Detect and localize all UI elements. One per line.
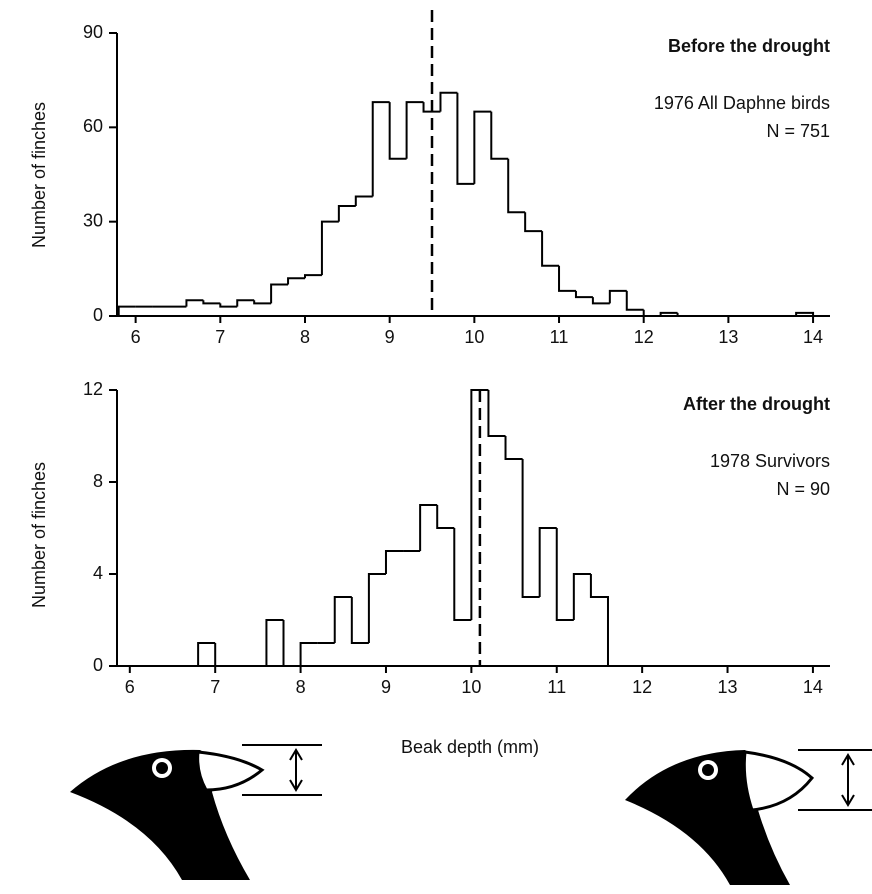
histogram-bin [303, 274, 322, 279]
histogram-bin [659, 311, 678, 316]
histogram-bin [337, 204, 356, 222]
histogram-bin [524, 212, 543, 233]
y-axis-label: Number of finches [29, 462, 49, 608]
panel-title: After the drought [683, 394, 830, 414]
arrow-heads [289, 748, 303, 792]
histogram-bin [558, 265, 576, 292]
histogram-bin [405, 101, 424, 159]
arrow-heads [841, 753, 855, 807]
panel-title: Before the drought [668, 36, 830, 56]
histogram-bin [574, 290, 593, 299]
histogram-bin [453, 528, 472, 621]
panel-subtitle: 1978 Survivors [710, 451, 830, 471]
sample-size: N = 751 [766, 121, 830, 141]
histogram-bin [354, 195, 373, 206]
histogram-panel: After the drought 1978 Survivors N = 90 Num… [29, 379, 830, 757]
histogram-bin [591, 297, 610, 305]
histogram-bin [538, 527, 557, 597]
x-tick-label: 7 [215, 327, 225, 347]
histogram-bin [350, 597, 369, 644]
x-tick-label: 11 [550, 327, 569, 347]
histogram-bin [202, 300, 221, 305]
histogram-bin [270, 283, 289, 304]
histogram-bin [608, 289, 627, 304]
x-tick-label: 11 [547, 677, 566, 697]
sample-size: N = 90 [776, 479, 830, 499]
histogram-bin [185, 299, 204, 307]
histogram-bin [436, 505, 455, 529]
y-tick-label: 0 [93, 655, 103, 675]
histogram-bin [253, 300, 272, 305]
histogram-bin [521, 459, 540, 598]
y-tick-label: 12 [83, 379, 103, 399]
finch-beak [742, 750, 815, 812]
y-tick-label: 30 [83, 210, 103, 230]
histogram-bin [504, 436, 523, 460]
finch-pupil [702, 764, 714, 776]
histogram-bin [265, 619, 284, 666]
histogram-bin [384, 550, 404, 574]
large-beak-finch [625, 749, 872, 885]
histogram-bin [795, 311, 815, 316]
histogram-bin [589, 574, 609, 666]
x-tick-label: 10 [464, 327, 484, 347]
histogram-bin [419, 504, 438, 551]
histogram-bin [422, 102, 441, 113]
x-tick-label: 9 [381, 677, 391, 697]
histogram-bin [333, 596, 352, 643]
panel-subtitle: 1976 All Daphne birds [654, 93, 830, 113]
x-tick-label: 14 [803, 677, 823, 697]
x-tick-label: 13 [718, 327, 738, 347]
x-axis-label: Beak depth (mm) [401, 737, 539, 757]
histogram-bin [541, 231, 560, 267]
y-tick-label: 0 [93, 305, 103, 325]
histogram-bin [371, 101, 390, 197]
histogram-bin [282, 620, 301, 667]
x-tick-label: 8 [296, 677, 306, 697]
histogram-bin [555, 528, 574, 621]
x-tick-label: 14 [803, 327, 823, 347]
histogram-bin [320, 220, 339, 276]
x-tick-label: 9 [385, 327, 395, 347]
x-tick-label: 8 [300, 327, 310, 347]
histogram-panel: Before the drought 1976 All Daphne birds N… [29, 10, 830, 347]
x-tick-label: 12 [632, 677, 652, 697]
y-tick-label: 8 [93, 471, 103, 491]
x-tick-label: 6 [125, 677, 135, 697]
histogram-bin [625, 290, 644, 311]
histogram-bin [490, 111, 509, 160]
histogram-bin [470, 389, 489, 620]
small-beak-finch [70, 744, 322, 880]
x-tick-label: 13 [718, 677, 738, 697]
histogram-bin [456, 92, 475, 185]
histogram-bin [473, 110, 492, 184]
histogram-bin [572, 573, 591, 620]
histogram-bin [388, 102, 407, 160]
x-tick-label: 12 [634, 327, 654, 347]
histogram-bin [487, 390, 506, 437]
histogram-bin [367, 573, 386, 643]
histogram-bin [214, 643, 233, 667]
y-axis-label: Number of finches [29, 102, 49, 248]
histogram-bin [236, 299, 255, 307]
x-tick-label: 7 [210, 677, 220, 697]
histogram-bin [197, 642, 216, 666]
histogram-bin [507, 158, 526, 214]
histogram-bin [642, 309, 661, 317]
finch-pupil [156, 762, 168, 774]
y-tick-label: 90 [83, 22, 103, 42]
x-tick-label: 6 [131, 327, 141, 347]
histogram-bin [676, 312, 695, 317]
histogram-bin [219, 303, 238, 308]
histogram-bin [299, 642, 318, 666]
y-tick-label: 4 [93, 563, 103, 583]
histogram-bin [439, 91, 458, 112]
finch-beak [196, 750, 265, 792]
histogram-bin [287, 277, 305, 285]
x-tick-label: 10 [461, 677, 481, 697]
histogram-bin [117, 305, 136, 316]
y-tick-label: 60 [83, 116, 103, 136]
